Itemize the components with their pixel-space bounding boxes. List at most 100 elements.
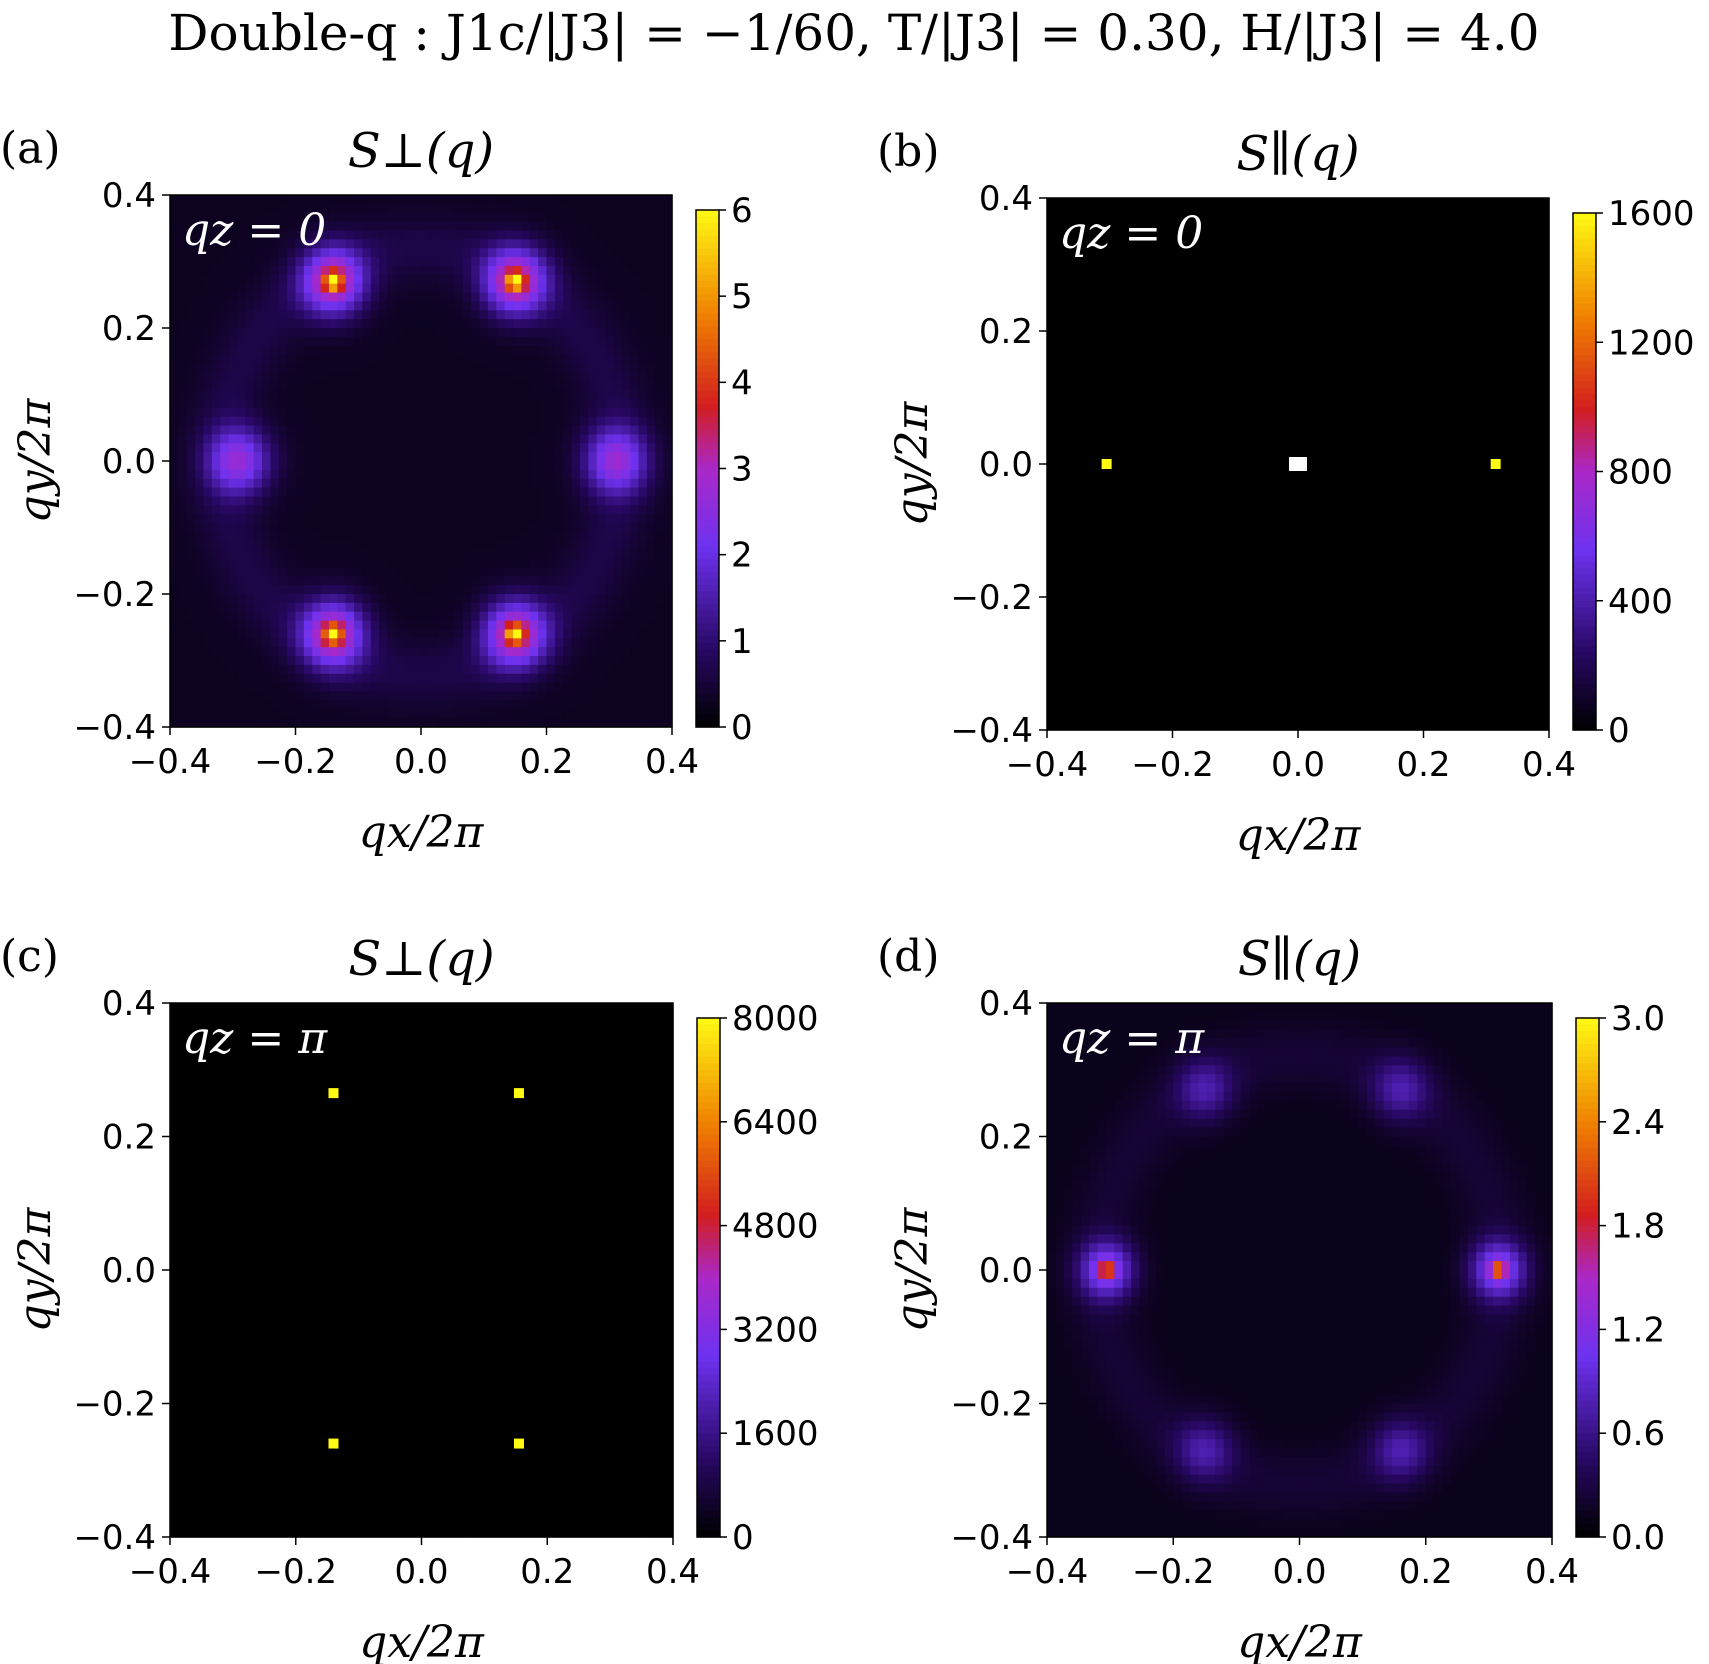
x-tick-label: 0.2 — [520, 1552, 574, 1592]
panel-title: S∥(q) — [1238, 931, 1361, 987]
y-tick-label: 0.4 — [979, 179, 1033, 219]
panel-title: S⊥(q) — [348, 123, 494, 179]
colorbar-tick-label: 1.2 — [1611, 1310, 1665, 1350]
colorbar-tick-label: 400 — [1608, 582, 1673, 622]
x-tick-label: −0.4 — [1006, 745, 1089, 785]
bragg-peak-1 — [1101, 459, 1112, 469]
x-tick-label: 0.0 — [394, 742, 448, 782]
x-tick-label: 0.0 — [1272, 1552, 1326, 1592]
x-tick-label: 0.2 — [1396, 745, 1450, 785]
colorbar-tick-label: 0.0 — [1611, 1518, 1665, 1558]
x-axis-label: qx/2π — [359, 807, 485, 858]
panel-c: −0.4 −0.2 0.0 0.2 0.4 −0.4 −0.2 0.0 0.2 0.4 qx/2π q… — [0, 931, 819, 1664]
y-tick-label: −0.4 — [73, 708, 156, 748]
x-tick-label: −0.2 — [1131, 745, 1214, 785]
x-tick-label: 0.4 — [1525, 1552, 1579, 1592]
qz-annotation: qz = 0 — [182, 205, 326, 256]
y-tick-label: 0.4 — [102, 984, 156, 1024]
colorbar-tick-label: 3200 — [732, 1310, 819, 1350]
x-axis-label: qx/2π — [1236, 810, 1362, 861]
x-tick-label: 0.2 — [1399, 1552, 1453, 1592]
x-tick-label: 0.4 — [1522, 745, 1576, 785]
y-tick-label: −0.4 — [950, 711, 1033, 751]
colorbar-tick-label: 0 — [731, 708, 753, 748]
x-tick-label: 0.2 — [519, 742, 573, 782]
y-tick-label: −0.4 — [73, 1518, 156, 1558]
x-tick-label: −0.4 — [129, 742, 212, 782]
bragg-peak-3 — [328, 1438, 339, 1449]
colorbar-tick-label: 2 — [731, 536, 753, 576]
panel-label: (a) — [0, 123, 61, 174]
panel-label: (d) — [877, 931, 940, 982]
y-axis-label: qy/2π — [10, 1207, 61, 1333]
colorbar-tick-label: 1600 — [1608, 194, 1695, 234]
y-tick-label: 0.2 — [979, 312, 1033, 352]
x-tick-label: 0.0 — [394, 1552, 448, 1592]
qz-annotation: qz = π — [182, 1013, 328, 1064]
y-tick-label: 0.0 — [102, 442, 156, 482]
colorbar-tick-label: 1600 — [732, 1414, 819, 1454]
y-tick-label: −0.2 — [950, 578, 1033, 618]
colorbar-tick-label: 4800 — [732, 1207, 819, 1247]
colorbar-tick-label: 8000 — [732, 999, 819, 1039]
y-tick-label: 0.4 — [102, 176, 156, 216]
bragg-peak-4 — [513, 1438, 524, 1449]
y-axis-label: qy/2π — [10, 398, 61, 524]
y-tick-label: −0.2 — [950, 1385, 1033, 1425]
heatmap — [1047, 198, 1550, 731]
qz-annotation: qz = 0 — [1059, 208, 1203, 259]
heatmap — [1047, 1003, 1553, 1538]
colorbar: 0.0 0.6 1.2 1.8 2.4 3.0 — [1575, 999, 1665, 1558]
y-tick-label: −0.2 — [73, 575, 156, 615]
colorbar-tick-label: 0 — [732, 1518, 754, 1558]
colorbar-tick-label: 4 — [731, 363, 753, 403]
bragg-peak-1 — [328, 1088, 339, 1099]
colorbar-tick-label: 0.6 — [1611, 1414, 1665, 1454]
bragg-peak-2 — [513, 1088, 524, 1099]
y-axis-label: qy/2π — [887, 1207, 938, 1333]
colorbar-tick-label: 1200 — [1608, 323, 1695, 363]
colorbar-tick-label: 3 — [731, 450, 753, 490]
colorbar-tick-label: 6400 — [732, 1103, 819, 1143]
y-tick-label: 0.2 — [979, 1118, 1033, 1158]
colorbar: 0 400 800 1200 1600 — [1572, 194, 1695, 751]
x-tick-label: 0.4 — [645, 742, 699, 782]
x-tick-label: −0.4 — [129, 1552, 212, 1592]
panel-d: −0.4 −0.2 0.0 0.2 0.4 −0.4 −0.2 0.0 0.2 0.4 qx/2π q… — [877, 931, 1665, 1664]
y-tick-label: 0.2 — [102, 1118, 156, 1158]
colorbar-tick-label: 6 — [731, 191, 753, 231]
colorbar-tick-label: 3.0 — [1611, 999, 1665, 1039]
colorbar-tick-label: 0 — [1608, 711, 1630, 751]
panel-title: S⊥(q) — [348, 931, 494, 987]
panel-label: (b) — [877, 126, 940, 177]
x-tick-label: 0.4 — [646, 1552, 700, 1592]
qz-annotation: qz = π — [1059, 1013, 1205, 1064]
colorbar-tick-label: 800 — [1608, 453, 1673, 493]
x-tick-label: −0.4 — [1006, 1552, 1089, 1592]
panel-b: −0.4 −0.2 0.0 0.2 0.4 −0.4 −0.2 0.0 0.2 0.4 qx/2π q… — [877, 126, 1695, 861]
x-tick-label: −0.2 — [254, 1552, 337, 1592]
colorbar-tick-label: 5 — [731, 277, 753, 317]
colorbar-tick-label: 1 — [731, 622, 753, 662]
y-tick-label: −0.2 — [73, 1385, 156, 1425]
x-axis-label: qx/2π — [359, 1617, 485, 1664]
masked-point-1 — [1289, 457, 1307, 471]
y-axis-label: qy/2π — [887, 401, 938, 527]
colorbar-tick-label: 1.8 — [1611, 1207, 1665, 1247]
y-tick-label: 0.2 — [102, 309, 156, 349]
bragg-peak-2 — [1490, 459, 1501, 469]
heatmap — [170, 1003, 674, 1538]
figure-title: Double-q : J1c/|J3| = −1/60, T/|J3| = 0.… — [168, 4, 1539, 62]
panel-a: −0.4 −0.2 0.0 0.2 0.4 −0.4 −0.2 0.0 0.2 0.4 qx/2π q… — [0, 123, 753, 858]
x-tick-label: −0.2 — [1132, 1552, 1215, 1592]
panel-label: (c) — [0, 931, 59, 982]
panel-title: S∥(q) — [1236, 126, 1359, 182]
y-tick-label: 0.4 — [979, 984, 1033, 1024]
x-tick-label: −0.2 — [254, 742, 337, 782]
colorbar-tick-label: 2.4 — [1611, 1103, 1665, 1143]
heatmap — [170, 195, 673, 728]
colorbar: 0 1 2 3 4 5 6 — [695, 191, 753, 748]
y-tick-label: 0.0 — [979, 445, 1033, 485]
x-tick-label: 0.0 — [1271, 745, 1325, 785]
